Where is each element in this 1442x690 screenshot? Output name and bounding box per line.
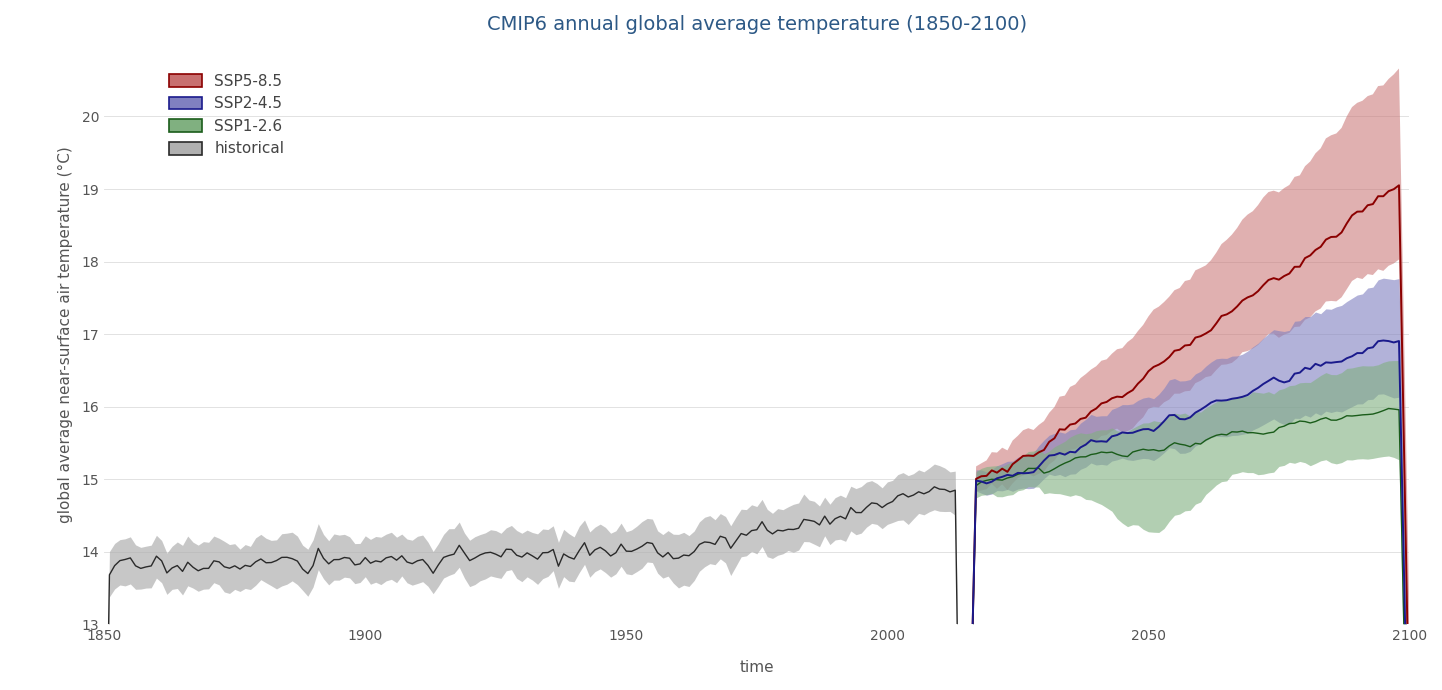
Y-axis label: global average near-surface air temperature (°C): global average near-surface air temperat… xyxy=(58,146,74,522)
X-axis label: time: time xyxy=(740,660,774,675)
Title: CMIP6 annual global average temperature (1850-2100): CMIP6 annual global average temperature … xyxy=(487,15,1027,34)
Legend: SSP5-8.5, SSP2-4.5, SSP1-2.6, historical: SSP5-8.5, SSP2-4.5, SSP1-2.6, historical xyxy=(164,69,288,161)
